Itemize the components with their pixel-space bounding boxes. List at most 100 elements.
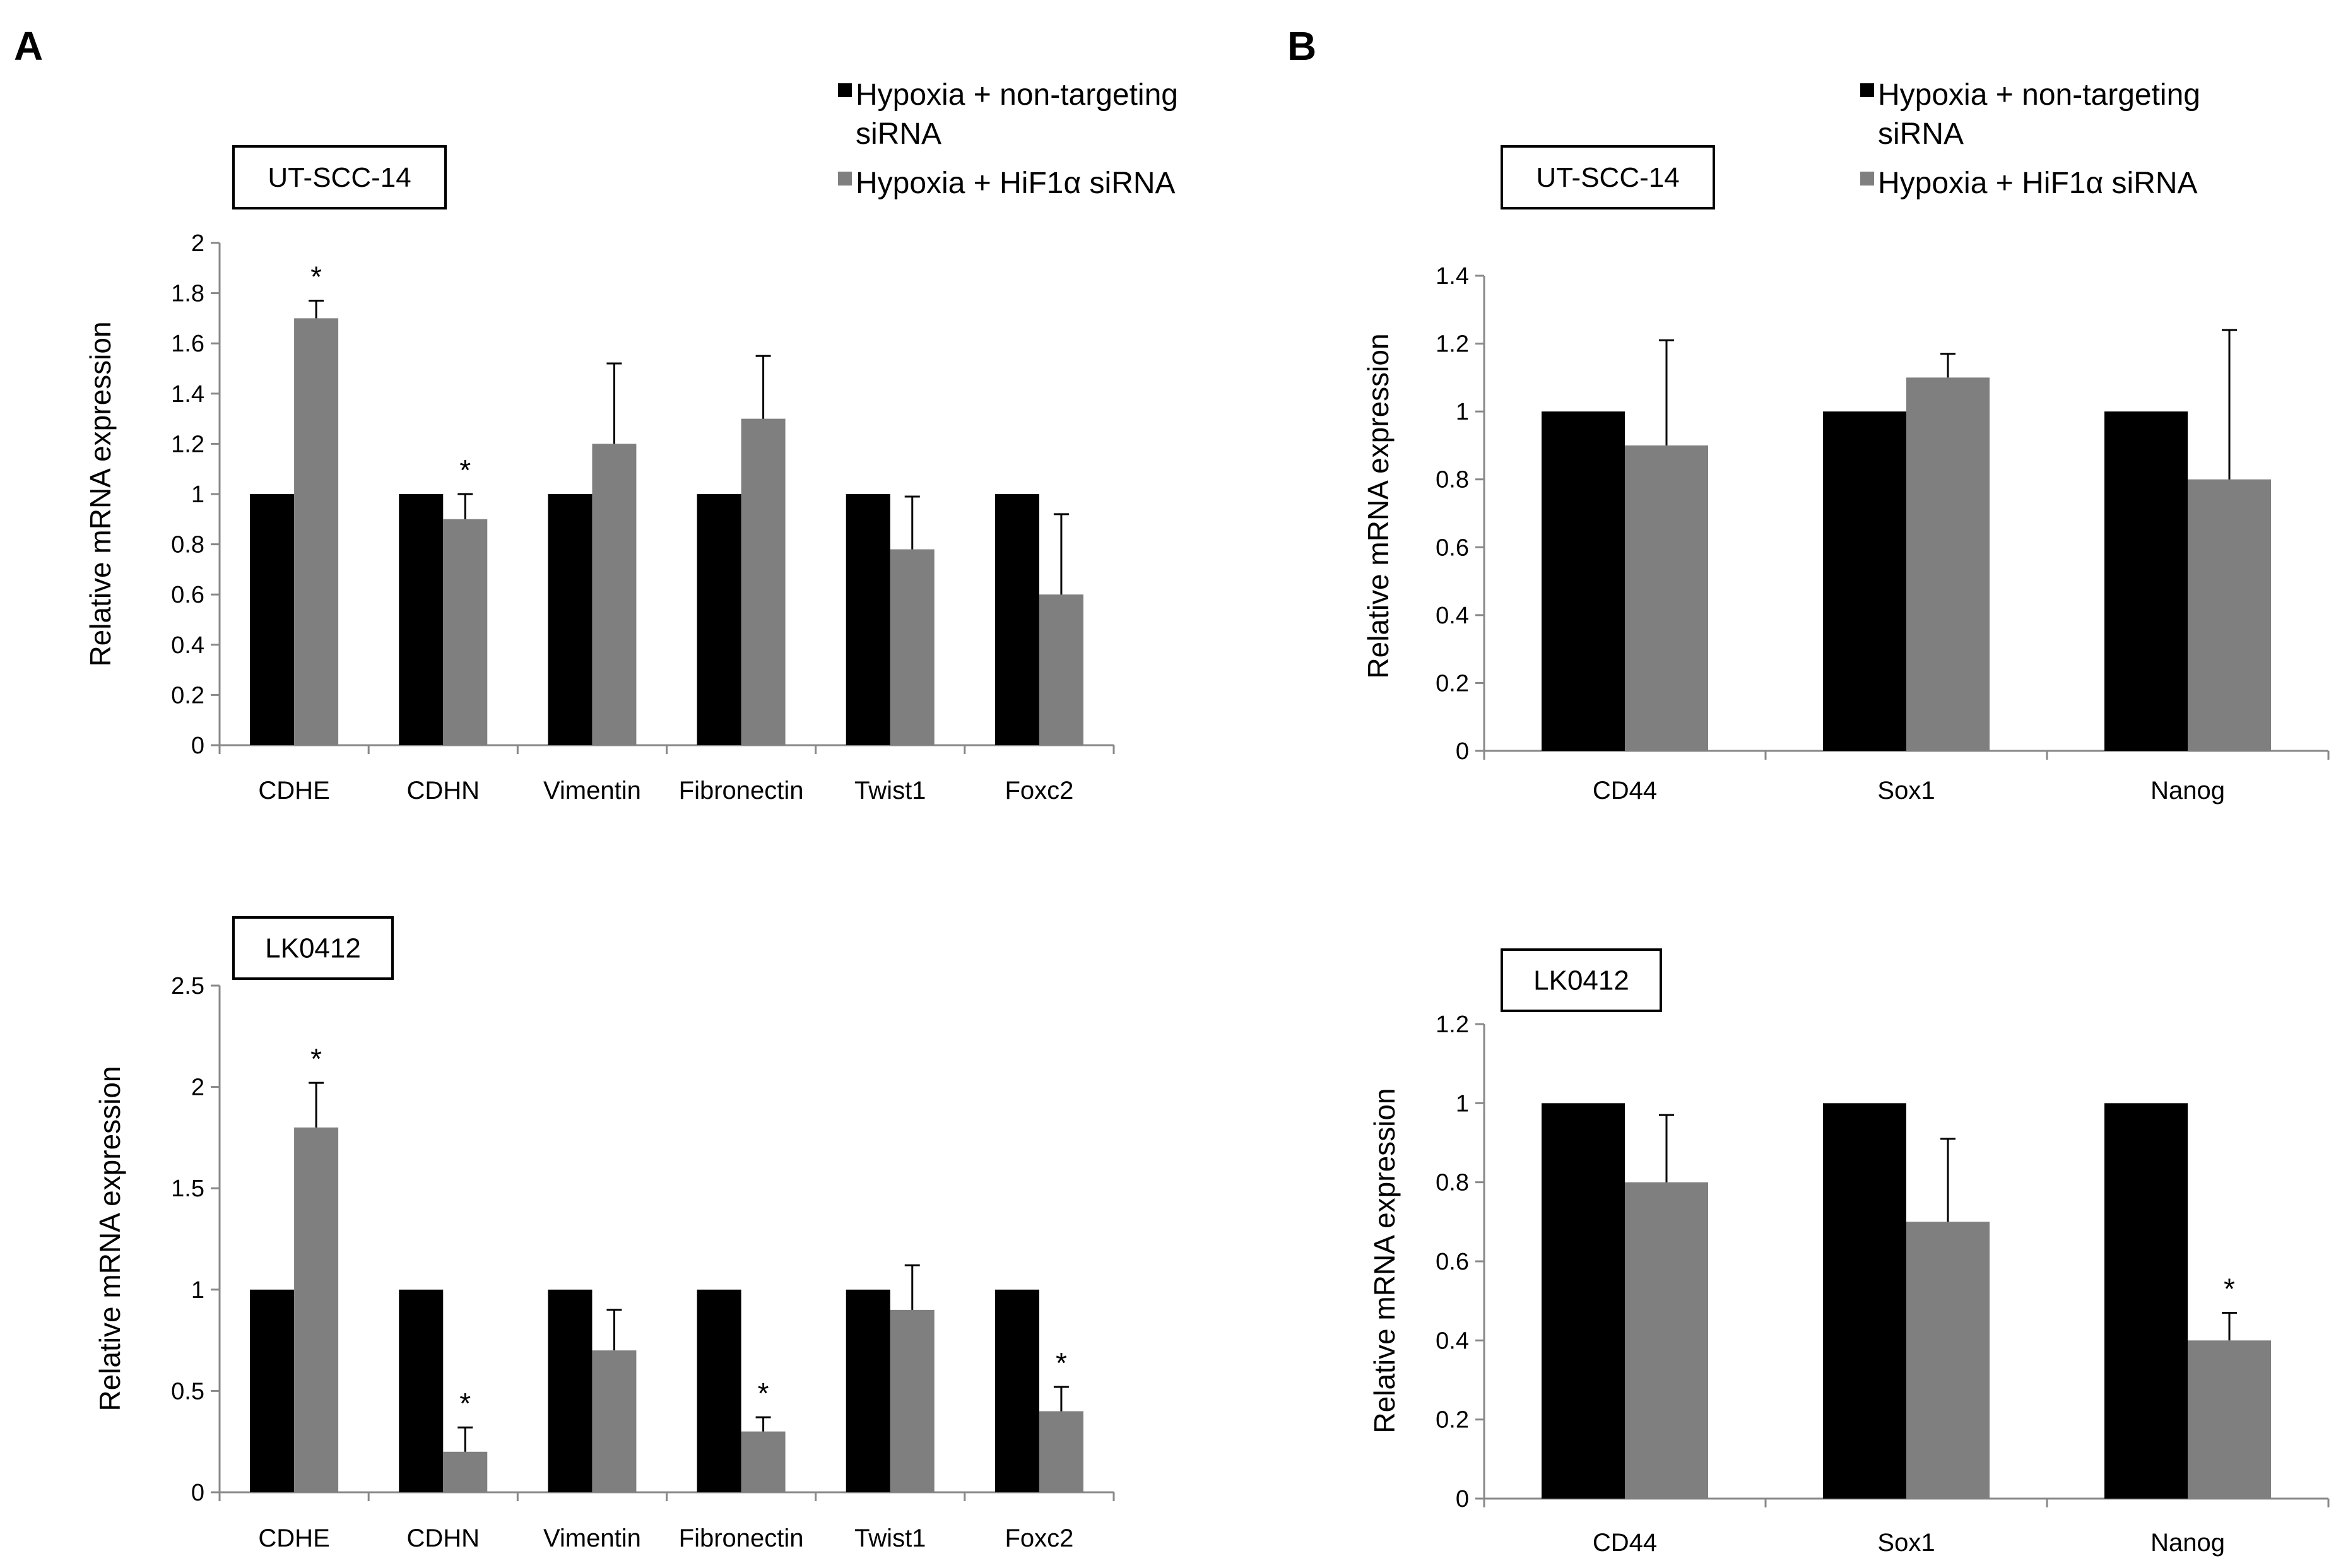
category-label: Foxc2 <box>1005 1524 1073 1552</box>
bar-non-targeting <box>697 1289 741 1492</box>
legend-swatch-hif1a <box>838 172 852 186</box>
category-label: Twist1 <box>854 777 926 805</box>
cell-line-label: LK0412 <box>1533 965 1629 996</box>
y-tick-label: 0.2 <box>171 682 204 709</box>
y-tick-label: 1.2 <box>1436 1011 1469 1038</box>
bar-non-targeting <box>399 494 444 745</box>
category-label: CDHE <box>258 777 329 805</box>
y-tick-label: 0 <box>191 733 204 759</box>
y-tick-label: 1 <box>1456 399 1469 425</box>
legend-label-non-targeting-line1: Hypoxia + non-targeting <box>856 78 1178 112</box>
y-tick-label: 0.2 <box>1436 670 1469 697</box>
category-label: CDHE <box>258 1524 329 1552</box>
panel-letter-a: A <box>14 23 43 69</box>
y-tick-label: 1 <box>191 481 204 508</box>
bar-hif1a <box>1625 1182 1708 1499</box>
category-label: Sox1 <box>1877 777 1935 805</box>
legend-label-hif1a: Hypoxia + HiF1α siRNA <box>856 167 1176 200</box>
legend-label-non-targeting-line2: siRNA <box>1878 117 1964 151</box>
y-tick-label: 0.4 <box>171 632 204 659</box>
bar-hif1a <box>592 444 637 745</box>
category-label: CD44 <box>1593 1529 1657 1557</box>
chart-a-ut-scc-14: UT-SCC-14 Relative mRNA expression 0 0.2 0.4… <box>84 145 1115 805</box>
category-label: Sox1 <box>1877 1529 1935 1557</box>
bar-hif1a <box>294 318 339 745</box>
significance-star: * <box>310 261 322 293</box>
category-label: CD44 <box>1593 777 1657 805</box>
bar-non-targeting <box>1542 1103 1625 1499</box>
cell-line-label: UT-SCC-14 <box>1536 162 1679 193</box>
y-tick-label: 0.8 <box>1436 467 1469 493</box>
significance-star: * <box>459 454 471 486</box>
legend-label-hif1a: Hypoxia + HiF1α siRNA <box>1878 167 2198 200</box>
y-tick-label: 2.5 <box>171 973 204 999</box>
bar-hif1a <box>741 418 786 745</box>
y-tick-label: 1 <box>1456 1090 1469 1117</box>
chart-b-ut-scc-14: UT-SCC-14 Relative mRNA expression 0 0.2 0.4… <box>1362 145 2330 805</box>
category-label: Fibronectin <box>679 777 804 805</box>
y-tick-label: 2 <box>191 1075 204 1101</box>
y-axis-title: Relative mRNA expression <box>93 1066 126 1411</box>
bar-hif1a <box>1906 1222 1990 1499</box>
cell-line-label: UT-SCC-14 <box>268 162 411 193</box>
category-label: Vimentin <box>543 777 641 805</box>
y-tick-label: 0.6 <box>1436 1249 1469 1275</box>
bar-non-targeting <box>994 1289 1039 1492</box>
bar-hif1a <box>741 1431 786 1492</box>
y-tick-label: 0.8 <box>1436 1170 1469 1196</box>
bar-non-targeting <box>994 494 1039 745</box>
cell-line-label: LK0412 <box>265 933 361 964</box>
category-label: Foxc2 <box>1005 777 1073 805</box>
legend-b: Hypoxia + non-targeting siRNA Hypoxia + … <box>1860 78 2200 200</box>
y-tick-label: 0.6 <box>171 582 204 608</box>
cell-line-box <box>232 916 394 980</box>
bar-non-targeting <box>548 494 593 745</box>
chart-a-lk0412: LK0412 Relative mRNA expression 0 0.5 1 1.5 2 2… <box>93 916 1115 1552</box>
bar-hif1a <box>2188 479 2271 751</box>
bar-hif1a <box>294 1127 339 1492</box>
significance-star: * <box>2224 1272 2235 1305</box>
y-tick-label: 1.4 <box>1436 263 1469 290</box>
y-tick-label: 1.2 <box>171 431 204 457</box>
bar-non-targeting <box>1823 411 1906 751</box>
y-tick-label: 1.6 <box>171 331 204 357</box>
bar-non-targeting <box>2104 411 2188 751</box>
y-tick-label: 0.4 <box>1436 603 1469 629</box>
legend-label-non-targeting-line2: siRNA <box>856 117 941 151</box>
bar-non-targeting <box>548 1289 593 1492</box>
y-axis-title: Relative mRNA expression <box>84 321 117 666</box>
y-tick-label: 0 <box>191 1480 204 1506</box>
bar-non-targeting <box>846 1289 890 1492</box>
category-label: Nanog <box>2150 777 2225 805</box>
category-label: Fibronectin <box>679 1524 804 1552</box>
y-tick-label: 1.2 <box>1436 331 1469 358</box>
legend-label-non-targeting-line1: Hypoxia + non-targeting <box>1878 78 2200 112</box>
category-label: CDHN <box>406 777 480 805</box>
bar-non-targeting <box>2104 1103 2188 1499</box>
category-label: CDHN <box>406 1524 480 1552</box>
bar-hif1a <box>2188 1340 2271 1499</box>
bar-hif1a <box>1039 594 1083 745</box>
bar-non-targeting <box>250 494 295 745</box>
bar-non-targeting <box>846 494 890 745</box>
significance-star: * <box>310 1042 322 1075</box>
y-tick-label: 1 <box>191 1277 204 1304</box>
y-axis-title: Relative mRNA expression <box>1362 333 1395 678</box>
y-tick-label: 1.8 <box>171 281 204 307</box>
category-label: Twist1 <box>854 1524 926 1552</box>
legend-swatch-hif1a <box>1860 172 1874 186</box>
bar-non-targeting <box>399 1289 444 1492</box>
legend-swatch-non-targeting <box>838 83 852 97</box>
y-tick-label: 0.8 <box>171 532 204 558</box>
y-tick-label: 0.4 <box>1436 1328 1469 1354</box>
bar-hif1a <box>443 519 488 745</box>
bar-hif1a <box>1906 377 1990 751</box>
bar-hif1a <box>1039 1411 1083 1492</box>
y-tick-label: 1.4 <box>171 381 204 408</box>
significance-star: * <box>459 1387 471 1420</box>
y-tick-label: 2 <box>191 230 204 257</box>
bar-hif1a <box>890 549 935 745</box>
y-tick-label: 0 <box>1456 1486 1469 1512</box>
y-axis-title: Relative mRNA expression <box>1368 1088 1401 1433</box>
